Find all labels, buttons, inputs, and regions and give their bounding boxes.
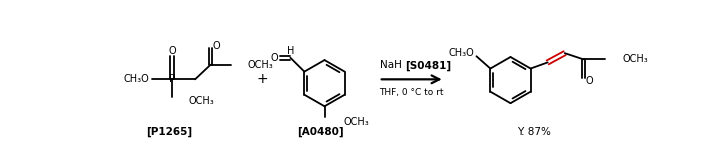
Text: CH₃O: CH₃O [448,48,474,58]
Text: +: + [257,72,269,86]
Text: [P1265]: [P1265] [147,127,192,137]
Text: OCH₃: OCH₃ [247,60,274,70]
Text: [S0481]: [S0481] [405,60,452,71]
Text: CH₃O: CH₃O [123,74,149,84]
Text: OCH₃: OCH₃ [343,117,369,127]
Text: O: O [586,76,594,86]
Text: THF, 0 °C to rt: THF, 0 °C to rt [379,88,444,97]
Text: O: O [213,41,221,51]
Text: Y. 87%: Y. 87% [517,127,551,137]
Text: OCH₃: OCH₃ [622,54,648,64]
Text: OCH₃: OCH₃ [189,96,214,106]
Text: H: H [287,46,294,56]
Text: O: O [168,46,176,56]
Text: O: O [270,53,278,63]
Text: [A0480]: [A0480] [298,127,344,137]
Text: NaH: NaH [381,60,405,70]
Text: P: P [168,74,175,84]
